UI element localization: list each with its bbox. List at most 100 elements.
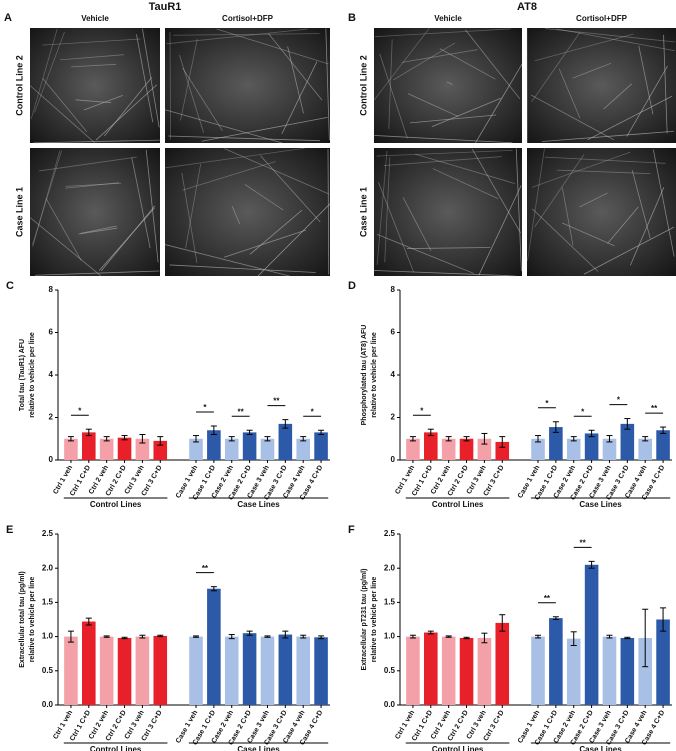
neurite	[464, 29, 521, 100]
y-tick-label: 4	[49, 370, 54, 379]
neurite	[166, 28, 308, 45]
neurite	[534, 33, 634, 62]
neurite	[179, 54, 205, 134]
neurite	[542, 130, 675, 142]
neurite	[169, 31, 172, 140]
neurite	[407, 93, 459, 117]
y-tick-label: 0.5	[384, 666, 396, 675]
bar	[459, 637, 474, 705]
group-label: Case Lines	[237, 745, 280, 751]
neurite	[30, 28, 58, 120]
bar	[64, 438, 78, 460]
significance-label: **	[580, 538, 587, 547]
neurite	[145, 149, 159, 263]
bar	[117, 437, 132, 460]
neurite	[42, 38, 141, 46]
bar	[99, 636, 114, 705]
bar	[99, 438, 114, 460]
panel-letter: A	[4, 12, 12, 24]
significance-label: *	[545, 399, 549, 408]
neurite	[244, 184, 284, 211]
group-label: Control Lines	[432, 745, 484, 751]
neurite	[65, 182, 120, 189]
significance-label: *	[617, 396, 621, 405]
neurite	[532, 208, 599, 272]
neurite	[373, 27, 430, 101]
neurite	[379, 53, 408, 139]
significance-label: **	[544, 594, 551, 603]
bar	[638, 438, 652, 460]
y-tick-label: 1.0	[384, 632, 396, 641]
column-label: Vehicle	[434, 14, 462, 23]
neurite	[384, 157, 391, 263]
neurite	[431, 97, 502, 128]
neurite	[603, 83, 633, 110]
neurite	[164, 109, 283, 144]
neurite	[638, 45, 654, 115]
neurite	[478, 185, 522, 276]
neurite	[376, 233, 474, 274]
bar	[531, 636, 545, 705]
bar	[549, 427, 563, 460]
neurite	[376, 149, 513, 157]
bar	[207, 430, 221, 460]
significance-label: **	[202, 564, 209, 573]
y-tick-label: 0.5	[42, 666, 54, 675]
panel-letter: B	[348, 12, 356, 24]
bar	[260, 636, 275, 705]
panel-letter: F	[348, 524, 355, 536]
neurite	[572, 62, 612, 79]
bar	[459, 438, 474, 460]
neurite	[287, 46, 304, 114]
bar	[260, 438, 275, 460]
neurite	[29, 85, 96, 144]
neurite	[39, 156, 137, 172]
y-tick-label: 4	[391, 370, 396, 379]
neurite	[579, 192, 608, 208]
neurite	[583, 226, 675, 275]
bar	[135, 636, 150, 705]
bar	[278, 423, 293, 460]
panel-letter: C	[6, 280, 14, 292]
neurite	[374, 135, 513, 144]
neurite	[558, 68, 581, 119]
neurite	[471, 148, 521, 234]
y-axis-title: Total tau (TauR1) AFU	[19, 339, 26, 411]
panel-letter: D	[348, 280, 356, 292]
bar	[224, 438, 239, 460]
bar	[406, 636, 420, 705]
y-tick-label: 8	[49, 285, 54, 294]
bar	[424, 632, 438, 705]
bar	[584, 564, 599, 705]
neurite	[83, 94, 123, 111]
bar	[82, 621, 96, 705]
significance-label: *	[311, 407, 315, 416]
bar	[296, 636, 310, 705]
neurite	[556, 28, 675, 52]
bar	[242, 633, 257, 705]
neurite	[71, 63, 117, 68]
bar	[477, 637, 492, 705]
neurite	[29, 217, 102, 277]
bar	[424, 432, 438, 460]
neurite	[216, 28, 329, 65]
neurite	[104, 76, 153, 137]
neurite	[65, 182, 122, 187]
neurite	[45, 198, 82, 261]
bar	[602, 636, 617, 705]
neurite	[402, 197, 432, 252]
bar	[117, 637, 132, 705]
bar	[531, 438, 545, 460]
neurite	[376, 150, 388, 265]
bar	[656, 619, 670, 705]
row-label: Case Line 1	[14, 187, 24, 237]
y-tick-label: 0	[49, 455, 54, 464]
row-label: Control Line 2	[14, 55, 24, 116]
y-tick-label: 0.0	[42, 700, 54, 709]
neurite	[224, 229, 306, 258]
neurite	[32, 150, 61, 247]
neurite	[95, 84, 158, 141]
neurite	[629, 187, 665, 266]
y-tick-label: 8	[391, 285, 396, 294]
y-tick-label: 0	[391, 455, 396, 464]
